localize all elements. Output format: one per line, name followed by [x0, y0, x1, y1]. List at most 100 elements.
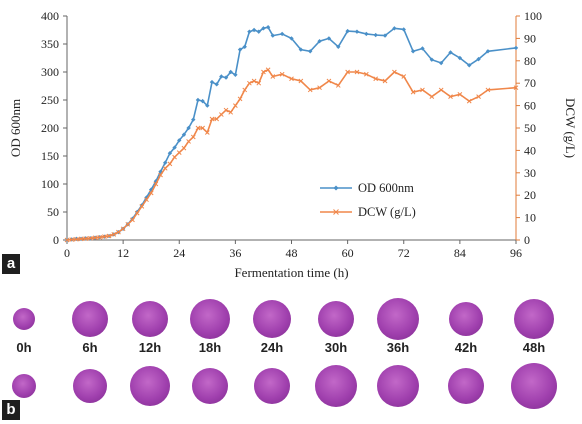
series-point-1	[153, 181, 159, 187]
growth-chart: 0 12 24 36 48 60 72 84 9605010015020025030035040…	[8, 9, 578, 280]
x-tick-label: 84	[454, 246, 466, 260]
series-point-0	[364, 31, 369, 37]
series-point-0	[209, 79, 215, 85]
series-point-0	[200, 98, 205, 104]
series-point-1	[172, 154, 177, 160]
series-point-1	[438, 87, 444, 93]
series-point-0	[270, 33, 275, 38]
series-point-1	[162, 165, 168, 171]
series-point-1	[363, 71, 369, 77]
series-point-1	[279, 71, 285, 77]
colony-time-label: 24h	[260, 340, 284, 355]
series-point-1	[102, 234, 107, 239]
series-point-0	[317, 39, 322, 44]
series-point-0	[336, 44, 341, 49]
series-point-0	[429, 57, 435, 62]
y-left-tick-label: 50	[47, 205, 59, 219]
series-point-0	[289, 36, 294, 41]
y-left-tick-label: 350	[41, 37, 59, 51]
series-point-0	[457, 55, 463, 61]
colony-time-label: 42h	[454, 340, 478, 355]
colony-time-label: 6h	[82, 340, 98, 355]
series-point-1	[270, 74, 276, 79]
series-point-1	[401, 74, 407, 79]
series-point-0	[420, 46, 425, 51]
series-point-0	[214, 82, 219, 87]
series-point-1	[92, 235, 98, 241]
series-point-1	[457, 92, 463, 97]
series-point-1	[247, 80, 252, 86]
series-point-0	[191, 117, 196, 122]
series-point-0	[326, 36, 332, 41]
y-left-tick-label: 200	[41, 121, 59, 135]
x-tick-label: 12	[117, 246, 129, 260]
colony-top	[449, 302, 483, 336]
series-point-1	[256, 80, 262, 86]
series-point-1	[237, 96, 243, 102]
series-point-0	[354, 29, 360, 34]
series-point-1	[116, 229, 121, 235]
series-point-1	[233, 103, 238, 108]
series-point-1	[251, 78, 257, 84]
series-point-1	[130, 217, 135, 223]
series-point-0	[438, 60, 444, 66]
series-point-0	[256, 29, 261, 34]
legend-marker-0	[333, 185, 339, 191]
series-point-1	[190, 134, 196, 140]
series-point-1	[326, 78, 332, 84]
series-point-1	[78, 236, 84, 242]
series-point-0	[392, 26, 397, 31]
series-point-0	[279, 31, 285, 37]
series-point-1	[354, 69, 360, 75]
series-point-1	[429, 94, 435, 99]
series-point-1	[125, 221, 131, 227]
y-left-tick-label: 250	[41, 93, 59, 107]
series-point-1	[448, 94, 453, 99]
series-point-0	[265, 25, 271, 30]
series-point-0	[233, 72, 238, 77]
colony-bottom	[254, 368, 290, 404]
y-right-tick-label: 40	[524, 143, 536, 157]
colony-bottom	[511, 363, 557, 409]
legend-label-0: OD 600nm	[358, 181, 414, 195]
series-point-1	[261, 69, 266, 75]
y-right-tick-label: 100	[524, 9, 542, 23]
series-point-1	[134, 210, 140, 216]
series-point-1	[485, 87, 491, 93]
series-point-0	[401, 27, 406, 32]
panel-a-label: a	[2, 254, 20, 274]
series-point-1	[195, 125, 201, 131]
y-left-tick-label: 300	[41, 65, 59, 79]
series-point-0	[223, 75, 229, 80]
series-point-1	[382, 78, 388, 84]
series-line-0	[66, 26, 517, 241]
y-right-tick-label: 10	[524, 211, 536, 225]
y-axis-left-label: OD 600nm	[8, 99, 23, 157]
series-point-1	[410, 89, 416, 95]
panel-b-colonies: 0h 6h 12h 18h 24h 30h 36h 42h 48h b	[0, 282, 582, 424]
series-point-1	[204, 130, 210, 135]
legend-marker-1	[333, 209, 339, 215]
y-right-tick-label: 20	[524, 188, 536, 202]
y-right-tick-label: 80	[524, 54, 536, 68]
series-point-0	[195, 97, 201, 103]
colony-bottom	[448, 368, 484, 404]
series-point-1	[392, 69, 397, 75]
series-point-1	[69, 237, 75, 242]
series-point-1	[139, 204, 145, 209]
series-point-0	[172, 145, 177, 150]
colony-time-label: 18h	[198, 340, 222, 355]
series-point-0	[181, 132, 187, 137]
y-left-tick-label: 100	[41, 177, 59, 191]
colony-top	[514, 299, 554, 339]
series-point-0	[242, 44, 247, 49]
x-tick-label: 0	[64, 246, 70, 260]
series-point-1	[218, 112, 224, 117]
colony-bottom	[315, 365, 357, 407]
colony-bottom	[12, 374, 36, 398]
series-point-1	[307, 87, 313, 93]
x-tick-label: 96	[510, 246, 522, 260]
y-right-tick-label: 0	[524, 233, 530, 247]
series-point-1	[148, 190, 154, 196]
colony-time-label: 30h	[324, 340, 348, 355]
